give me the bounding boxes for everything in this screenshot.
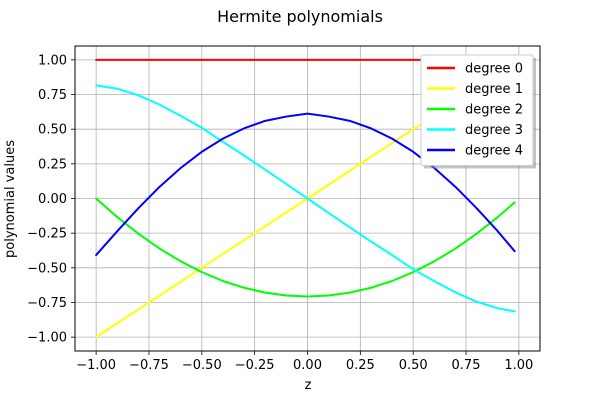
y-tick-label: 0.75 [38,88,67,103]
x-tick-label: −1.00 [76,358,116,373]
series-line-degree-3 [95,84,516,313]
x-tick-label: 1.00 [504,358,533,373]
x-tick-label: 0.00 [293,358,322,373]
x-tick-label: −0.25 [235,358,275,373]
y-tick-label: −0.25 [27,227,67,242]
y-tick-label: −0.50 [27,261,67,276]
x-tick-label: 0.25 [346,358,375,373]
legend-label: degree 1 [465,82,523,97]
legend-box [420,54,534,166]
series-line-degree-4 [95,112,516,257]
legend-label: degree 2 [465,103,523,118]
x-tick-label: 0.50 [399,358,428,373]
y-axis-label: polynomial values [3,140,18,258]
legend-label: degree 4 [465,144,523,159]
legend-label: degree 0 [465,62,523,77]
y-tick-label: −0.75 [27,296,67,311]
axis-ticks: −1.00 −0.75 −0.50 −0.25 0.00 0.25 0.50 0.75 1.00… [27,53,533,373]
legend-label: degree 3 [465,123,523,138]
x-axis-label: z [305,378,312,393]
x-tick-label: −0.50 [182,358,222,373]
legend: degree 0 degree 1 degree 2 degree 3 degree 4 [420,54,536,169]
y-tick-label: 0.00 [38,192,67,207]
x-tick-label: −0.75 [129,358,169,373]
y-tick-label: 1.00 [38,53,67,68]
chart-title: Hermite polynomials [217,7,383,26]
series-line-degree-2 [95,197,516,298]
y-tick-label: −1.00 [27,331,67,346]
y-tick-label: 0.25 [38,157,67,172]
x-tick-label: 0.75 [452,358,481,373]
y-tick-label: 0.50 [38,123,67,138]
